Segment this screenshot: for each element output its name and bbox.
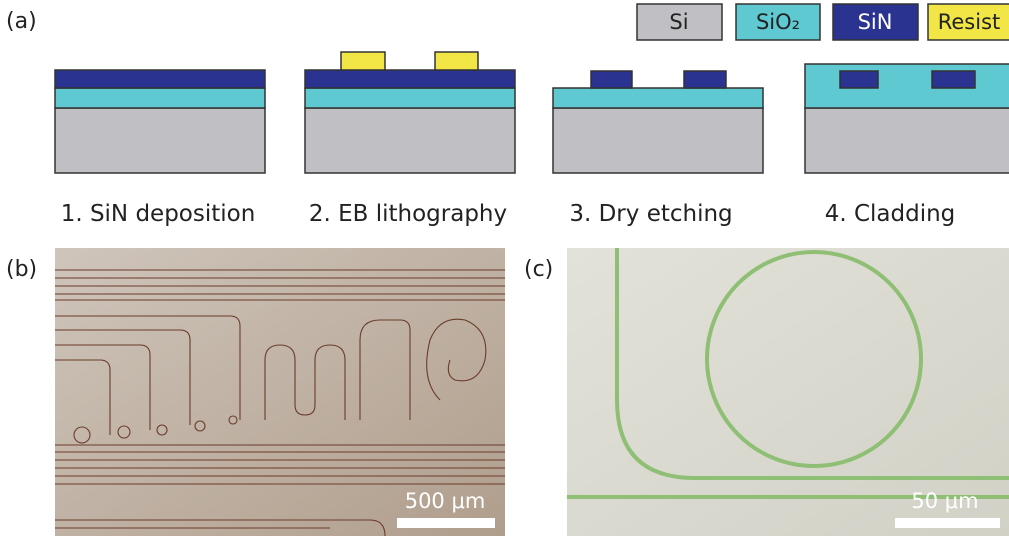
step-label: 3. Dry etching [569, 201, 732, 227]
legend-label: SiO₂ [756, 10, 800, 34]
step-label: 2. EB lithography [309, 201, 507, 227]
panel-label: (b) [6, 257, 37, 282]
scale-bar [895, 518, 1000, 528]
step-label: 4. Cladding [825, 201, 956, 227]
panel-label: (a) [6, 9, 37, 34]
panel-label: (c) [524, 257, 553, 282]
step-label: 1. SiN deposition [61, 201, 256, 227]
legend-label: SiN [858, 10, 893, 34]
scale-label: 50 μm [911, 489, 978, 513]
legend-label: Resist [938, 10, 1001, 34]
figure: (a) Si SiO₂ SiN Resist 1. SiN deposition… [0, 0, 1009, 536]
legend-label: Si [669, 10, 688, 34]
cross-sections [55, 52, 1009, 173]
scale-bar [397, 518, 495, 528]
scale-label: 500 μm [405, 489, 486, 513]
